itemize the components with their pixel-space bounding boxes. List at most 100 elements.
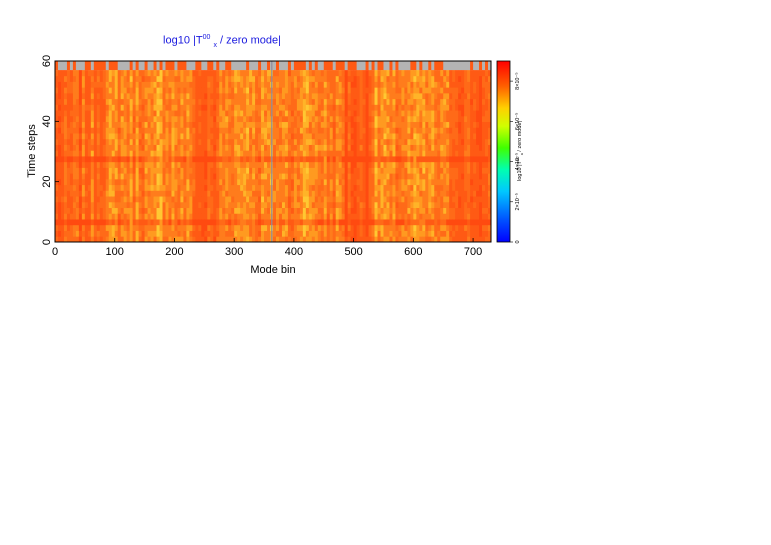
heatmap-cell [479,184,483,191]
heatmap-cell [413,127,417,134]
heatmap-cell [273,121,277,128]
heatmap-cell [243,70,247,77]
heatmap-cell [290,167,295,174]
heatmap-cell [273,92,277,100]
heatmap-cell [165,121,169,128]
heatmap-cell [314,121,319,128]
heatmap-cell [111,61,116,71]
heatmap-cell [108,61,113,71]
heatmap-cell [177,196,181,203]
heatmap-cell [216,110,220,117]
heatmap-cell [93,75,98,82]
heatmap-cell [461,156,465,163]
heatmap-cell [308,61,313,71]
heatmap-cell [431,81,435,88]
heatmap-cell [210,161,214,168]
heatmap-cell [195,61,199,71]
heatmap-cell [287,92,292,100]
heatmap-cell [93,224,98,231]
heatmap-cell [171,70,175,77]
heatmap-cell [222,150,226,157]
heatmap-cell [467,236,471,243]
heatmap-cell [114,110,119,117]
heatmap-cell [138,196,143,203]
heatmap-cell [63,144,68,151]
heatmap-cell [264,161,268,168]
heatmap-cell [293,161,298,168]
heatmap-cell [413,184,417,191]
heatmap-cell [320,133,325,140]
heatmap-cell [99,190,104,197]
heatmap-cell [458,87,462,94]
missing-cell [252,61,256,71]
heatmap-cell [75,144,80,151]
heatmap-cell [237,81,241,88]
heatmap-cell [129,190,134,197]
heatmap-cell [464,167,468,174]
heatmap-cell [60,138,65,145]
heatmap-cell [281,115,286,123]
heatmap-cell [392,75,396,82]
heatmap-cell [87,196,92,203]
heatmap-cell [350,75,355,82]
heatmap-cell [284,92,289,100]
heatmap-cell [141,70,145,77]
heatmap-cell [368,138,372,145]
heatmap-cell [287,201,292,209]
heatmap-cell [186,133,190,140]
heatmap-cell [485,61,489,71]
heatmap-cell [296,121,301,128]
heatmap-cell [123,161,128,168]
heatmap-cell [413,133,417,140]
heatmap-cell [126,98,131,105]
heatmap-cell [123,236,128,243]
heatmap-cell [437,121,441,128]
heatmap-cell [258,121,262,128]
heatmap-cell [410,127,414,134]
heatmap-cell [365,144,369,151]
heatmap-cell [189,236,193,243]
heatmap-cell [368,98,372,105]
heatmap-cell [452,110,456,117]
heatmap-cell [341,98,346,105]
heatmap-cell [66,236,71,243]
heatmap-cell [99,184,104,191]
heatmap-cell [162,201,166,209]
heatmap-cell [473,87,477,94]
heatmap-cell [57,161,62,168]
heatmap-cell [458,70,462,77]
heatmap-cell [482,87,486,94]
heatmap-cell [129,61,134,71]
heatmap-cell [485,92,489,100]
heatmap-cell [252,87,256,94]
heatmap-cell [368,104,372,111]
heatmap-cell [135,201,140,209]
heatmap-cell [305,201,310,209]
heatmap-cell [57,104,62,111]
heatmap-cell [57,81,62,88]
heatmap-cell [413,150,417,157]
heatmap-cell [246,87,250,94]
heatmap-cell [437,219,441,226]
heatmap-cell [231,110,235,117]
heatmap-cell [81,87,86,94]
heatmap-cell [419,224,423,231]
heatmap-cell [231,196,235,203]
heatmap-cell [332,150,337,157]
heatmap-cell [165,219,169,226]
heatmap-cell [114,98,119,105]
heatmap-cell [138,156,143,163]
heatmap-cell [183,104,187,111]
heatmap-cell [246,173,250,180]
heatmap-cell [365,173,369,180]
heatmap-cell [359,236,363,243]
heatmap-cell [87,144,92,151]
heatmap-cell [123,133,128,140]
heatmap-cell [464,184,468,191]
heatmap-cell [55,219,59,226]
heatmap-cell [434,178,438,186]
heatmap-cell [419,61,423,71]
heatmap-cell [419,230,423,237]
heatmap-cell [177,121,181,128]
missing-cell [356,61,361,71]
